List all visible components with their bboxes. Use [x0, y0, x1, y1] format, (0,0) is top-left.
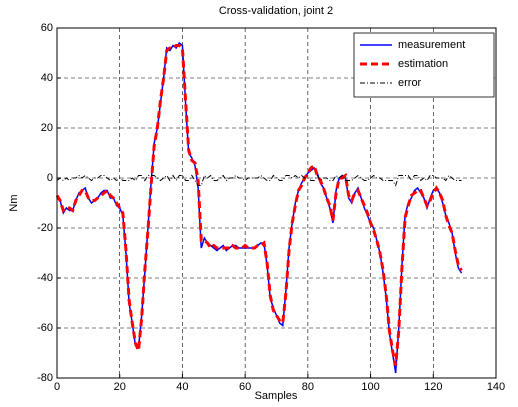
y-tick-label: -60 [37, 322, 53, 334]
x-tick-label: 120 [424, 381, 442, 393]
x-tick-label: 40 [176, 381, 188, 393]
series-line [56, 174, 462, 187]
x-tick-label: 0 [54, 381, 60, 393]
x-tick-label: 140 [487, 381, 505, 393]
chart-title: Cross-validation, joint 2 [219, 5, 333, 17]
y-tick-label: -40 [37, 272, 53, 284]
x-tick-label: 80 [302, 381, 314, 393]
x-axis-label: Samples [255, 390, 298, 402]
y-axis-label: Nm [8, 194, 20, 211]
legend-label: error [398, 77, 422, 89]
y-tick-label: 40 [41, 72, 53, 84]
y-tick-label: -80 [37, 372, 53, 384]
y-tick-label: 60 [41, 22, 53, 34]
legend-label: measurement [398, 39, 465, 51]
y-tick-label: 0 [47, 172, 53, 184]
x-tick-label: 60 [239, 381, 251, 393]
x-tick-label: 100 [361, 381, 379, 393]
y-tick-label: 20 [41, 122, 53, 134]
plot-frame [56, 27, 497, 379]
x-tick-label: 20 [114, 381, 126, 393]
y-tick-label: -20 [37, 222, 53, 234]
legend-label: estimation [398, 58, 448, 70]
